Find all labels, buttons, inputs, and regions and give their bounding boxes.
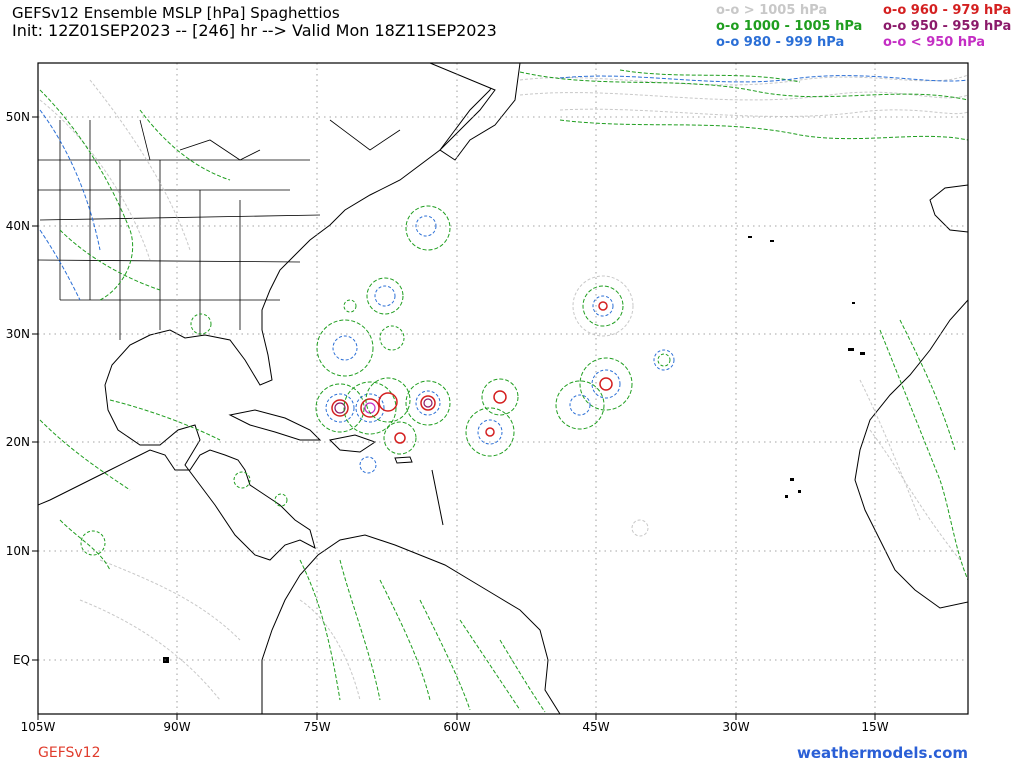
north-america-landmass xyxy=(38,63,501,561)
lon-label-15w: 15W xyxy=(861,720,888,734)
lat-label-40n: 40N xyxy=(6,219,30,233)
chart-title-block: GEFSv12 Ensemble MSLP [hPa] Spaghettios … xyxy=(12,4,497,40)
legend-item-960-979: o-o 960 - 979 hPa xyxy=(883,3,1012,18)
lon-label-75w: 75W xyxy=(303,720,330,734)
south-america-landmass xyxy=(261,534,561,714)
legend-item-gt1005: o-o > 1005 hPa xyxy=(716,3,828,18)
lat-label-20n: 20N xyxy=(6,435,30,449)
lon-label-60w: 60W xyxy=(443,720,470,734)
axis-ticks xyxy=(32,116,876,720)
iberia-landmass xyxy=(929,184,968,233)
lon-label-45w: 45W xyxy=(582,720,609,734)
legend-item-980-999: o-o 980 - 999 hPa xyxy=(716,35,845,50)
map-border xyxy=(37,62,969,715)
africa-landmass xyxy=(854,299,968,609)
lesser-antilles xyxy=(431,469,444,526)
lat-label-30n: 30N xyxy=(6,327,30,341)
lat-label-eq: EQ xyxy=(13,653,30,667)
legend-item-950-959: o-o 950 - 959 hPa xyxy=(883,19,1012,34)
labrador-coast xyxy=(429,63,521,161)
legend-left: o-o > 1005 hPa o-o 1000 - 1005 hPa o-o 9… xyxy=(716,3,862,51)
lat-label-10n: 10N xyxy=(6,544,30,558)
graticule xyxy=(38,63,968,714)
contours-gt1005 xyxy=(39,74,968,701)
site-link[interactable]: weathermodels.com xyxy=(796,744,968,762)
lat-label-50n: 50N xyxy=(6,110,30,124)
state-boundaries xyxy=(38,119,401,340)
hispaniola-island xyxy=(328,434,377,453)
lon-label-90w: 90W xyxy=(163,720,190,734)
lon-label-105w: 105W xyxy=(21,720,56,734)
legend-item-lt950: o-o < 950 hPa xyxy=(883,35,986,50)
legend-right: o-o 960 - 979 hPa o-o 950 - 959 hPa o-o … xyxy=(883,3,1011,51)
contours-980-999 xyxy=(39,75,968,301)
storm-ring-cluster xyxy=(80,205,675,556)
legend-item-1000-1005: o-o 1000 - 1005 hPa xyxy=(716,19,863,34)
chart-subtitle: Init: 12Z01SEP2023 -- [246] hr --> Valid… xyxy=(12,21,497,40)
cuba-island xyxy=(228,409,322,441)
model-label: GEFSv12 xyxy=(38,745,101,761)
puerto-rico-island xyxy=(394,456,413,464)
contours-1000-1005 xyxy=(39,69,968,713)
lon-label-30w: 30W xyxy=(722,720,749,734)
chart-title: GEFSv12 Ensemble MSLP [hPa] Spaghettios xyxy=(12,4,340,22)
